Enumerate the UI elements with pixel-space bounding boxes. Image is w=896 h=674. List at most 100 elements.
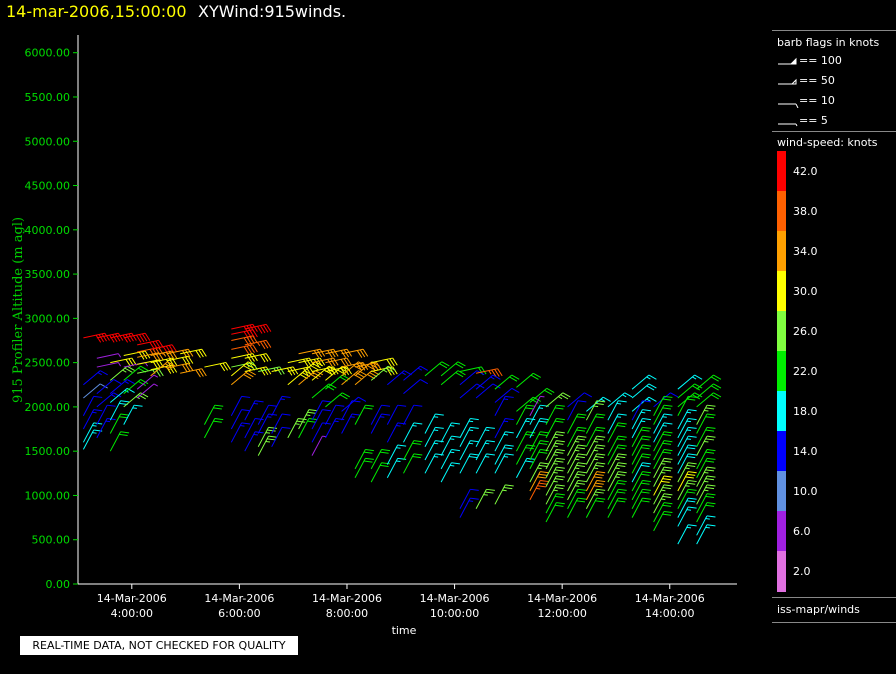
wind-barb — [494, 453, 514, 474]
x-tick-time: 12:00:00 — [537, 607, 586, 620]
wind-barb — [515, 444, 536, 465]
wind-barb — [244, 353, 272, 363]
colorbar-swatch — [777, 311, 786, 352]
wind-barb — [631, 417, 651, 439]
wind-barb — [325, 348, 352, 358]
colorbar-swatch — [777, 551, 786, 592]
wind-barb — [230, 370, 256, 386]
colorbar-swatch — [777, 231, 786, 272]
wind-barb — [545, 392, 571, 408]
wind-barb — [631, 396, 657, 412]
barb-flag-label: == 10 — [799, 94, 835, 107]
wind-barb — [96, 379, 122, 395]
y-axis-label: 915 Profiler Altitude (m agl) — [11, 217, 26, 403]
wind-barb — [403, 440, 423, 461]
wind-barb — [696, 493, 716, 514]
wind-barb — [653, 413, 673, 434]
barb-flag-icon — [778, 103, 799, 108]
wind-barb — [653, 395, 673, 416]
data-source-label: iss-mapr/winds — [777, 603, 860, 616]
wind-barb — [110, 332, 137, 343]
wind-barb — [545, 457, 565, 478]
wind-barb — [653, 510, 673, 532]
wind-barb — [287, 357, 315, 367]
wind-barb — [82, 395, 103, 416]
wind-barb — [109, 365, 135, 381]
wind-barb — [631, 471, 651, 492]
x-tick-date: 14-Mar-2006 — [527, 592, 597, 605]
wind-barb — [231, 344, 258, 355]
wind-barb — [607, 453, 627, 474]
wind-barb — [403, 404, 423, 425]
barb-flag-label: == 50 — [799, 74, 835, 87]
wind-barb — [607, 435, 627, 456]
wind-barb — [545, 440, 565, 461]
wind-barb — [515, 404, 536, 425]
colorbar-swatch — [777, 351, 786, 392]
wind-barb — [311, 409, 331, 430]
wind-barb — [96, 361, 122, 368]
y-tick-label: 500.00 — [32, 534, 71, 547]
barb-flag-icon — [778, 57, 797, 65]
wind-barb — [244, 339, 272, 350]
wind-barb — [440, 435, 460, 456]
wind-barb — [494, 417, 514, 439]
wind-barb — [631, 444, 651, 465]
wind-barb — [545, 484, 565, 505]
wind-barb — [607, 422, 627, 443]
wind-barb — [653, 466, 673, 487]
x-tick-time: 8:00:00 — [326, 607, 368, 620]
wind-barb — [230, 422, 251, 443]
wind-barb — [529, 479, 549, 501]
wind-barb — [696, 413, 716, 434]
wind-barb — [515, 431, 536, 452]
wind-barb — [424, 440, 444, 461]
wind-barb — [653, 475, 673, 496]
x-tick-date: 14-Mar-2006 — [420, 592, 490, 605]
legend-divider — [772, 30, 896, 31]
wind-barb — [123, 404, 143, 425]
wind-barb — [386, 444, 407, 465]
wind-barb — [341, 413, 361, 434]
wind-barb — [166, 348, 194, 358]
wind-barb — [567, 471, 587, 492]
wind-barb — [631, 400, 651, 421]
wind-barb — [607, 471, 627, 492]
wind-barb — [696, 374, 722, 390]
x-axis-label: time — [392, 624, 417, 637]
wind-barb — [494, 431, 514, 452]
wind-barb — [696, 404, 716, 425]
wind-barb — [371, 366, 398, 376]
wind-barb — [677, 453, 697, 474]
wind-barb — [677, 435, 697, 456]
barb-flag-label: == 5 — [799, 114, 828, 127]
wind-barb — [494, 387, 520, 403]
wind-barb — [607, 462, 627, 483]
wind-barb — [440, 361, 466, 377]
wind-barb — [271, 426, 291, 447]
wind-barb — [311, 400, 331, 421]
wind-barb — [475, 440, 495, 461]
y-tick-label: 1500.00 — [25, 445, 71, 458]
wind-barb — [696, 457, 716, 478]
wind-barb — [567, 497, 587, 518]
wind-barb — [696, 515, 716, 536]
wind-barb — [440, 462, 460, 483]
colorbar-swatch — [777, 471, 786, 512]
wind-barb — [403, 379, 429, 395]
wind-barb — [607, 488, 627, 509]
barb-flag-label: == 100 — [799, 54, 842, 67]
wind-barb — [96, 404, 116, 425]
wind-barb — [231, 335, 258, 346]
wind-barb — [298, 348, 326, 358]
wind-barb — [631, 409, 651, 430]
wind-barb — [244, 417, 264, 439]
wind-barb — [424, 413, 444, 434]
wind-barb — [475, 426, 495, 447]
wind-barb — [459, 440, 479, 461]
quality-warning: REAL-TIME DATA, NOT CHECKED FOR QUALITY — [20, 636, 298, 655]
wind-barb — [529, 431, 549, 452]
wind-barb — [96, 332, 124, 343]
colorbar-label: 10.0 — [793, 485, 818, 498]
y-tick-label: 1000.00 — [25, 489, 71, 502]
